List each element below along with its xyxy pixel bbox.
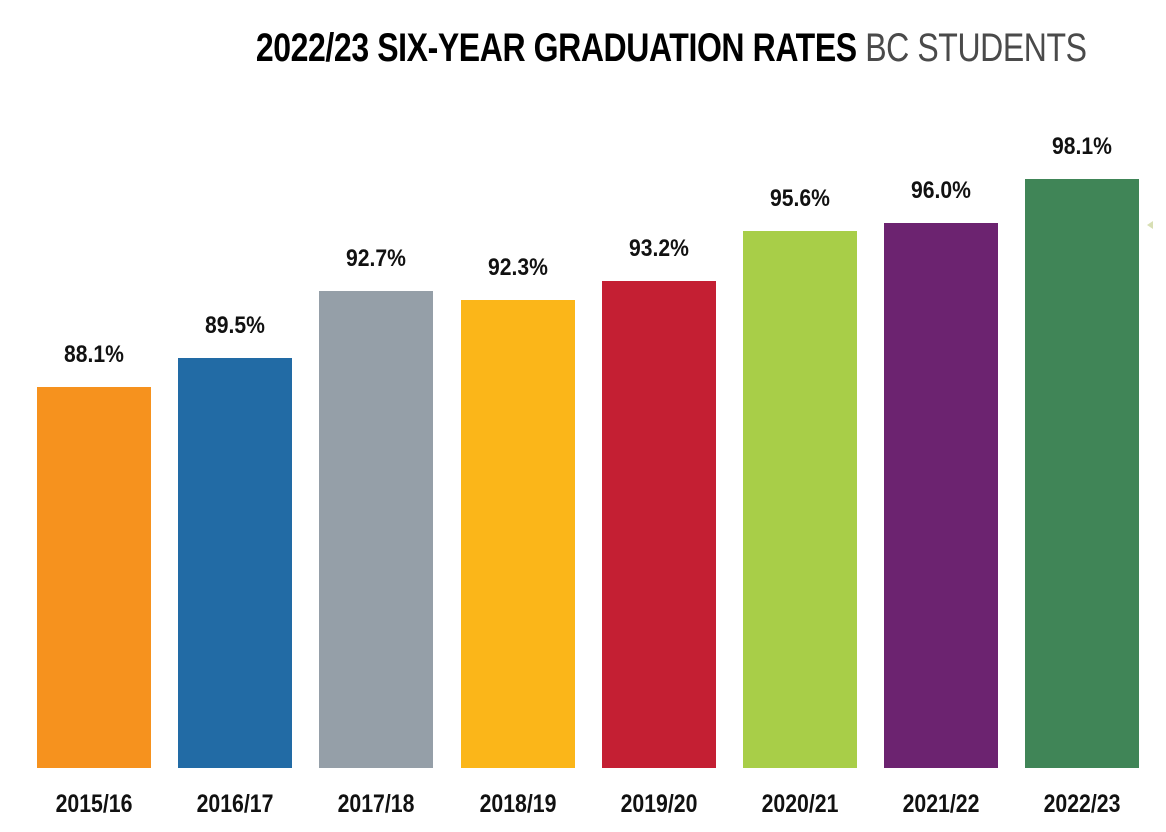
bar-2016-17 xyxy=(178,358,292,768)
x-axis-tick-label: 2015/16 xyxy=(55,790,133,818)
arrow-marker-icon xyxy=(1147,221,1153,229)
bar-value-label: 98.1% xyxy=(1052,133,1112,160)
x-axis-tick-label: 2019/20 xyxy=(620,790,698,818)
x-axis-tick-label: 2021/22 xyxy=(902,790,980,818)
bar-2015-16 xyxy=(37,387,151,768)
bar-2020-21 xyxy=(743,231,857,768)
x-axis-tick-label: 2018/19 xyxy=(479,790,557,818)
bar-2022-23 xyxy=(1025,179,1139,768)
chart-title-sub: BC STUDENTS xyxy=(865,26,1087,70)
bar-value-label: 96.0% xyxy=(911,177,971,204)
bar-value-label: 89.5% xyxy=(205,312,265,339)
bar-value-label: 92.3% xyxy=(488,254,548,281)
chart-title: 2022/23 SIX-YEAR GRADUATION RATES BC STU… xyxy=(0,24,1166,72)
bar-value-label: 93.2% xyxy=(629,235,689,262)
bar-2019-20 xyxy=(602,281,716,768)
bar-value-label: 95.6% xyxy=(770,185,830,212)
bar-2017-18 xyxy=(319,291,433,768)
bar-value-label: 92.7% xyxy=(346,245,406,272)
x-axis-tick-label: 2022/23 xyxy=(1043,790,1121,818)
bar-2021-22 xyxy=(884,223,998,768)
bar-2018-19 xyxy=(461,300,575,768)
bar-value-label: 88.1% xyxy=(64,341,124,368)
x-axis-tick-label: 2017/18 xyxy=(337,790,415,818)
chart-title-main: 2022/23 SIX-YEAR GRADUATION RATES xyxy=(255,26,857,70)
x-axis-tick-label: 2016/17 xyxy=(196,790,274,818)
x-axis-tick-label: 2020/21 xyxy=(761,790,839,818)
